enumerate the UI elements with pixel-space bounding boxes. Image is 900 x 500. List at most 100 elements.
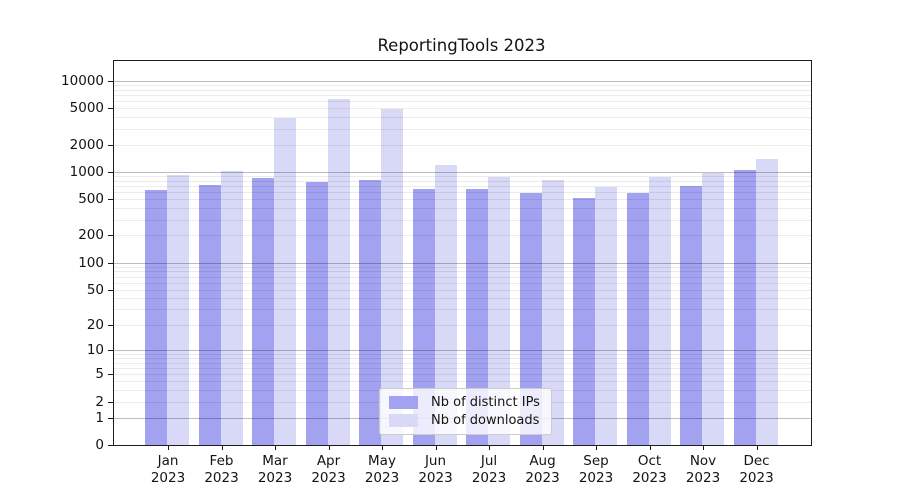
gridline-minor — [114, 276, 811, 278]
bar-downloads-apr — [327, 99, 350, 445]
bar-distinct-ips-oct — [626, 192, 649, 445]
gridline-minor — [114, 362, 811, 364]
y-tick-mark — [108, 445, 113, 446]
gridline-minor — [114, 271, 811, 273]
bar-distinct-ips-jun — [412, 188, 435, 445]
x-tick-label: Jun 2023 — [418, 453, 453, 486]
gridline-major — [114, 350, 811, 352]
bar-downloads-oct — [648, 177, 671, 445]
gridline-minor — [114, 180, 811, 182]
bar-downloads-aug — [541, 180, 564, 445]
gridline-minor — [114, 89, 811, 91]
y-tick-mark — [108, 324, 113, 326]
gridline-minor — [114, 192, 811, 194]
y-tick-label: 2000 — [69, 136, 104, 153]
y-tick-label: 0 — [95, 437, 104, 453]
bar-downloads-sep — [595, 186, 617, 445]
gridline-minor — [114, 186, 811, 187]
gridline-major — [114, 81, 811, 82]
legend-swatch-downloads — [389, 414, 418, 427]
bar-distinct-ips-nov — [680, 186, 702, 445]
bar-downloads-mar — [274, 117, 296, 445]
x-tick-mark — [382, 446, 383, 450]
y-tick-label: 1 — [95, 409, 104, 426]
bar-downloads-feb — [220, 171, 243, 445]
gridline-minor — [114, 199, 811, 201]
bar-downloads-may — [381, 108, 403, 445]
gridline-minor — [114, 298, 811, 300]
y-tick-mark — [108, 401, 113, 403]
x-tick-label: Dec 2023 — [739, 453, 774, 486]
chart-title: ReportingTools 2023 — [377, 36, 546, 55]
y-tick-mark — [108, 417, 113, 419]
gridline-minor — [114, 289, 811, 291]
y-tick-mark — [108, 199, 113, 201]
gridline-minor — [114, 85, 811, 87]
y-tick-label: 200 — [78, 227, 104, 244]
gridline-minor — [114, 117, 811, 119]
x-tick-mark — [275, 446, 276, 450]
legend-swatch-distinct-ips — [389, 396, 418, 409]
gridline-minor — [114, 358, 811, 360]
x-tick-label: Mar 2023 — [257, 453, 293, 486]
y-tick-label: 5 — [95, 366, 104, 383]
gridline-minor — [114, 128, 811, 130]
y-tick-mark — [108, 350, 113, 352]
x-tick-mark — [435, 446, 437, 450]
gridline-minor — [114, 208, 811, 210]
gridline-minor — [114, 266, 811, 268]
y-tick-mark — [108, 235, 113, 237]
x-tick-mark — [596, 446, 597, 450]
x-tick-mark — [542, 446, 544, 450]
x-tick-label: Aug 2023 — [525, 453, 560, 486]
legend-entry-downloads: Nb of downloads — [389, 413, 540, 428]
gridline-minor — [114, 95, 811, 97]
bar-distinct-ips-jul — [466, 188, 488, 445]
gridline-minor — [114, 309, 811, 311]
x-tick-label: Oct 2023 — [632, 453, 667, 486]
bar-downloads-dec — [755, 158, 778, 445]
x-tick-mark — [221, 446, 223, 450]
gridline-minor — [114, 176, 811, 178]
gridline-minor — [114, 108, 811, 110]
y-tick-mark — [108, 144, 113, 146]
legend: Nb of distinct IPs Nb of downloads — [379, 388, 552, 435]
gridline-major — [114, 262, 811, 264]
y-tick-label: 5000 — [69, 100, 104, 117]
bar-distinct-ips-sep — [573, 198, 595, 445]
y-tick-mark — [108, 289, 113, 291]
x-tick-mark — [756, 446, 758, 450]
gridline-minor — [114, 219, 811, 221]
x-tick-label: Sep 2023 — [578, 453, 614, 486]
y-tick-mark — [108, 81, 113, 82]
x-tick-label: Apr 2023 — [311, 453, 346, 486]
y-tick-mark — [108, 262, 113, 264]
y-tick-mark — [108, 172, 113, 173]
y-tick-label: 1000 — [69, 164, 104, 180]
bar-downloads-nov — [702, 172, 724, 445]
bar-distinct-ips-feb — [198, 185, 221, 445]
x-tick-label: May 2023 — [364, 453, 400, 486]
y-tick-mark — [108, 374, 113, 376]
x-tick-mark — [168, 446, 169, 450]
gridline-minor — [114, 381, 811, 383]
gridline-minor — [114, 324, 811, 326]
x-tick-label: Nov 2023 — [685, 453, 721, 486]
y-tick-label: 100 — [78, 254, 104, 271]
bar-downloads-jun — [434, 164, 457, 445]
bar-distinct-ips-mar — [252, 177, 274, 445]
bar-distinct-ips-apr — [305, 182, 328, 445]
legend-entry-distinct-ips: Nb of distinct IPs — [389, 395, 540, 410]
gridline-minor — [114, 144, 811, 146]
y-tick-label: 20 — [86, 316, 104, 333]
gridline-minor — [114, 282, 811, 284]
bar-distinct-ips-dec — [733, 169, 756, 445]
y-tick-label: 2 — [95, 393, 104, 410]
x-tick-mark — [703, 446, 704, 450]
gridline-minor — [114, 374, 811, 376]
x-tick-mark — [649, 446, 651, 450]
gridline-minor — [114, 354, 811, 355]
y-tick-label: 500 — [78, 191, 104, 208]
gridline-minor — [114, 101, 811, 103]
